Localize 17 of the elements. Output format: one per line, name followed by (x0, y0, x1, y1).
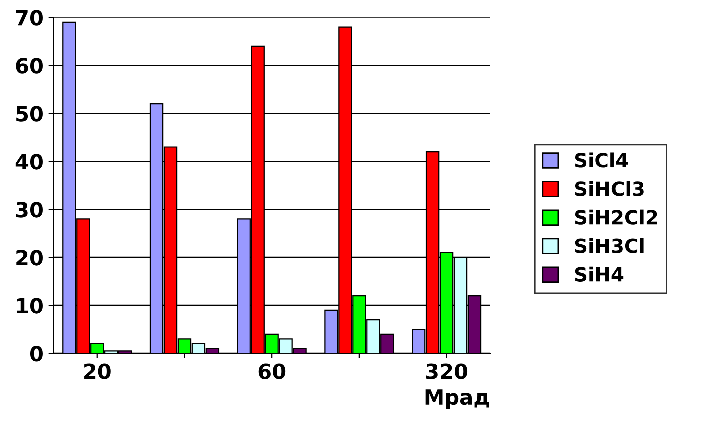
legend-label: SiH2Cl2 (575, 210, 658, 225)
y-tick-label: 70 (16, 10, 43, 26)
x-tick-label: 320 (426, 364, 468, 380)
y-tick-label: 10 (17, 298, 43, 314)
y-tick-label: 0 (30, 346, 43, 362)
y-tick-label: 40 (16, 154, 43, 170)
legend-label: SiH4 (575, 266, 624, 282)
x-tick-label: 20 (84, 364, 111, 380)
x-tick-label: 60 (258, 364, 286, 380)
y-tick-label: 20 (16, 250, 43, 266)
legend-label: SiCl4 (575, 152, 628, 168)
x-axis-title: Мрад (426, 390, 490, 410)
legend-label: SiH3Cl (575, 238, 644, 254)
legend-label: SiHCl3 (575, 181, 644, 196)
y-tick-label: 50 (16, 106, 43, 122)
y-tick-label: 30 (16, 202, 43, 218)
y-tick-label: 60 (16, 58, 43, 74)
